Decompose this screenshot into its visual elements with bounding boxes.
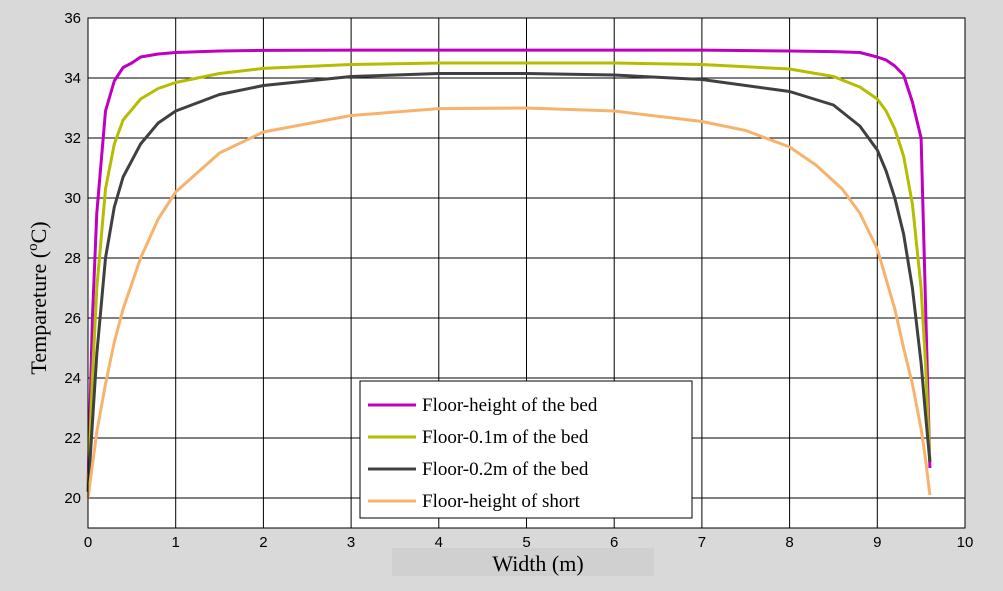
x-tick-label: 2 (259, 534, 267, 551)
series-line-2 (86, 61, 932, 490)
legend-label-3: Floor-0.2m of the bed (422, 459, 589, 480)
x-tick-label: 10 (957, 534, 974, 551)
y-tick-label: 26 (64, 310, 81, 327)
series-line-4 (86, 106, 932, 499)
x-tick-label: 8 (785, 534, 793, 551)
y-tick-label: 28 (64, 250, 81, 267)
series-line-1 (86, 48, 932, 490)
x-tick-label: 1 (172, 534, 180, 551)
y-tick-label: 20 (64, 490, 81, 507)
y-tick-label: 36 (64, 10, 81, 27)
y-tick-label: 30 (64, 190, 81, 207)
series-lines (86, 48, 932, 499)
legend-label-4: Floor-height of short (422, 491, 581, 512)
x-axis-title: Width (m) (492, 551, 583, 576)
x-tick-labels: 0 1 2 3 4 5 6 7 8 9 10 (84, 534, 974, 551)
x-tick-label: 5 (522, 534, 530, 551)
legend-label-2: Floor-0.1m of the bed (422, 427, 589, 448)
legend-label-1: Floor-height of the bed (422, 395, 598, 416)
x-tick-label: 7 (698, 534, 706, 551)
x-tick-label: 6 (610, 534, 618, 551)
y-tick-label: 34 (64, 70, 81, 87)
y-tick-label: 32 (64, 130, 81, 147)
y-tick-labels: 20 22 24 26 28 30 32 34 36 (64, 10, 81, 507)
x-tick-label: 9 (873, 534, 881, 551)
legend: Floor-height of the bed Floor-0.1m of the… (359, 380, 693, 519)
plot-border (87, 17, 966, 529)
x-tick-label: 4 (435, 534, 443, 551)
x-tick-label: 3 (347, 534, 355, 551)
series-line-3 (86, 72, 932, 493)
y-tick-label: 24 (64, 370, 81, 387)
y-axis-title: Tempareture (oC) (25, 221, 51, 374)
x-tick-label: 0 (84, 534, 92, 551)
y-tick-label: 22 (64, 430, 81, 447)
x-axis-title-backdrop (392, 548, 654, 576)
